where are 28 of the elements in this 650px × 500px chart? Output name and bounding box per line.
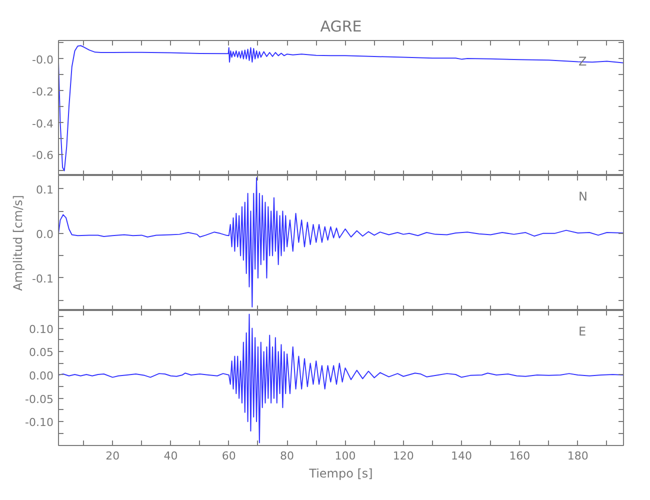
y-tick-label: 0.10 (29, 322, 54, 336)
y-tick-label: -0.6 (32, 149, 54, 162)
x-tick-label: 160 (509, 450, 530, 462)
text: N (578, 190, 588, 204)
x-tick-label: 80 (280, 450, 294, 462)
x-tick-label: 20 (106, 450, 120, 462)
x-tick-label: 180 (567, 450, 588, 462)
y-tick-label: -0.10 (25, 416, 54, 430)
line-series (58, 45, 624, 172)
x-tick-label: 140 (451, 450, 472, 462)
y-tick-label: 0.00 (29, 369, 54, 382)
y-tick-label: 0.0 (36, 228, 54, 241)
x-tick-label: 100 (334, 450, 356, 462)
y-tick-label: -0.0 (32, 53, 54, 66)
chart-title: AGRE (320, 18, 362, 36)
y-tick-label: 0.1 (36, 183, 54, 196)
y-axis-title: Amplitud [cm/s] (11, 195, 26, 291)
y-tick-label: -0.2 (32, 85, 54, 98)
x-tick-label: 120 (392, 450, 414, 462)
y-tick-label: -0.1 (32, 272, 54, 286)
x-tick-label: 40 (164, 450, 178, 462)
y-tick-label: -0.4 (32, 117, 54, 130)
y-tick-label: 0.05 (29, 346, 54, 360)
x-axis-title: Tiempo [s] (308, 466, 373, 480)
y-tick-label: -0.05 (25, 392, 54, 406)
line-series (58, 314, 624, 444)
text: E (578, 324, 586, 338)
x-tick-label: 60 (222, 450, 236, 462)
